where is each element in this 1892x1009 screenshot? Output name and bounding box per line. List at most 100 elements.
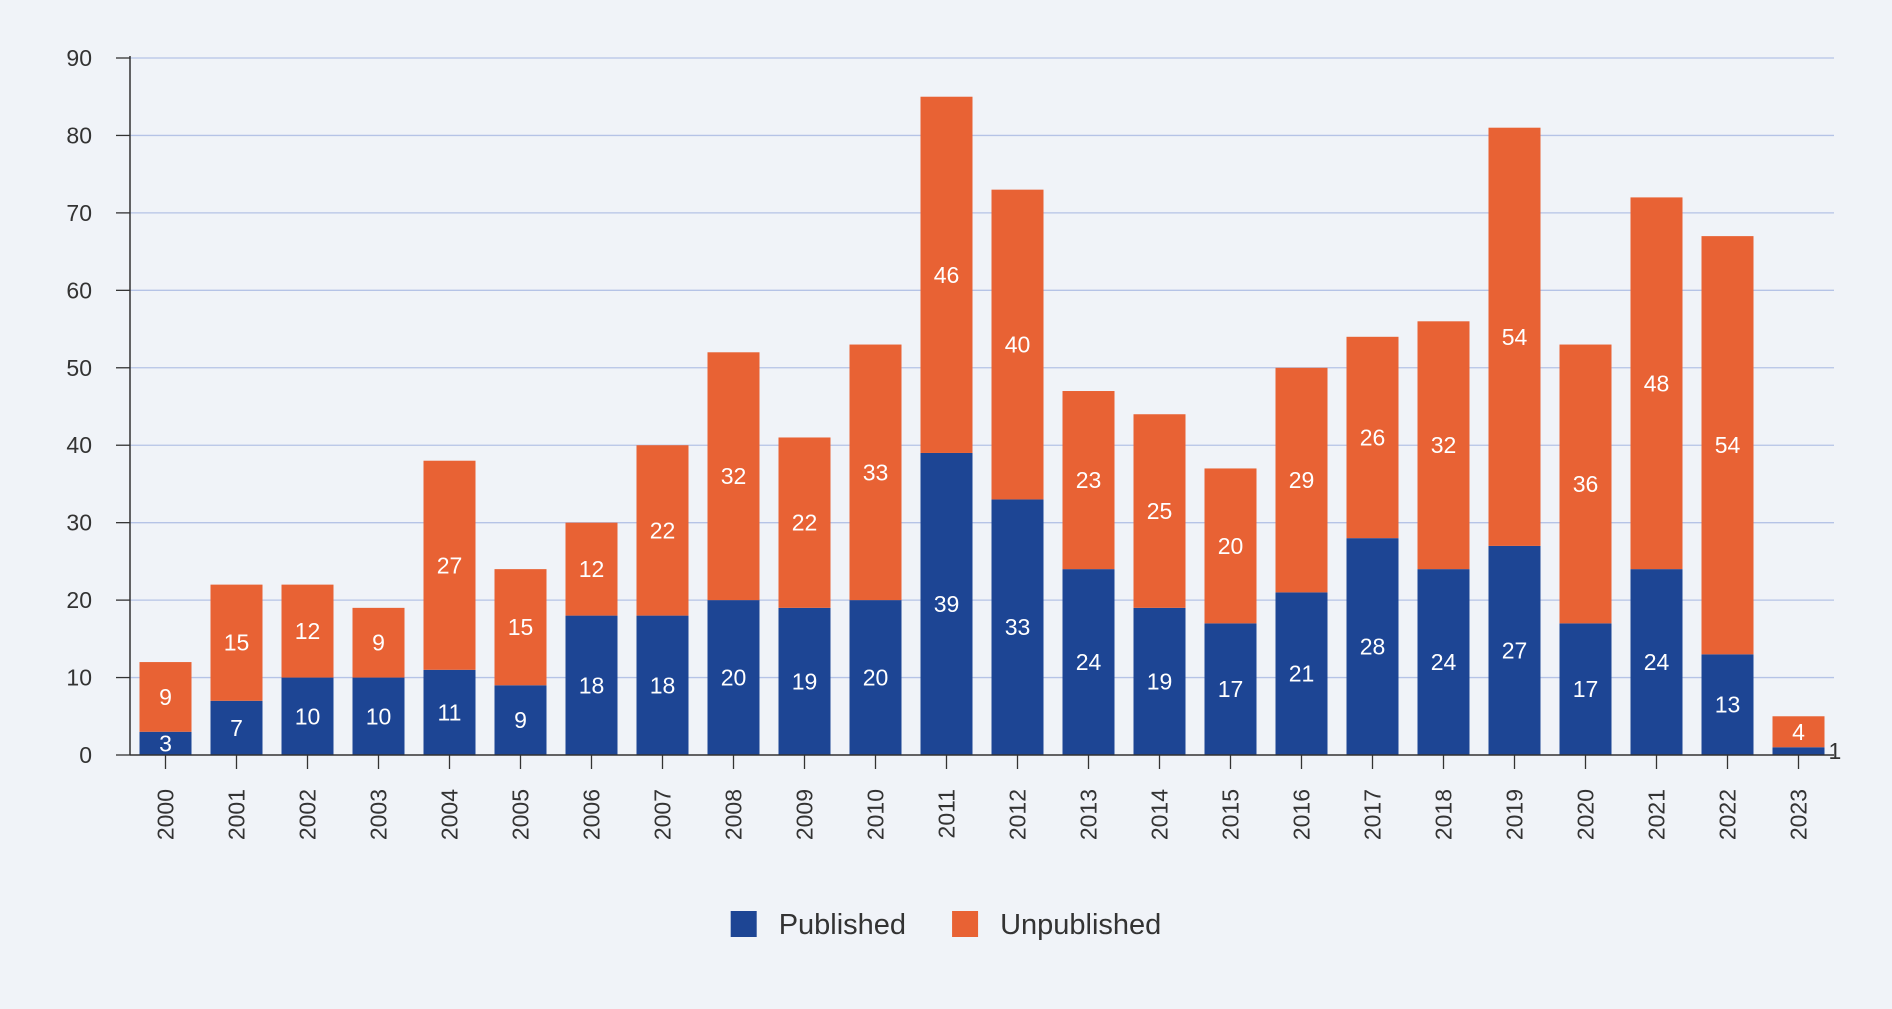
- y-tick-label: 40: [66, 432, 92, 458]
- bar-label-unpublished-2012: 40: [1005, 332, 1031, 358]
- bar-unpublished-2012: [991, 189, 1044, 500]
- bar-unpublished-2004: [423, 460, 476, 670]
- bar-label-published-2012: 33: [1005, 614, 1031, 640]
- bar-label-published-2023: 1: [1829, 738, 1842, 764]
- x-tick-label: 2019: [1502, 789, 1528, 840]
- bar-data-labels: 3971510121091127915181218222032192220333…: [159, 262, 1841, 764]
- bar-label-published-2010: 20: [863, 665, 889, 691]
- bar-published-2023: [1772, 747, 1825, 755]
- bar-published-2002: [281, 677, 334, 755]
- bar-label-published-2014: 19: [1147, 668, 1173, 694]
- bar-label-unpublished-2014: 25: [1147, 498, 1173, 524]
- bar-published-2018: [1417, 569, 1470, 755]
- bar-published-2004: [423, 669, 476, 755]
- x-tick-label: 2005: [508, 789, 534, 840]
- bar-published-2003: [352, 677, 405, 755]
- legend: Published Unpublished: [730, 909, 1161, 941]
- x-tick-label: 2001: [224, 789, 250, 840]
- bar-unpublished-2018: [1417, 321, 1470, 570]
- bar-unpublished-2021: [1630, 197, 1683, 570]
- legend-label-unpublished: Unpublished: [1000, 909, 1161, 941]
- bar-label-unpublished-2019: 54: [1502, 324, 1528, 350]
- x-tick-label: 2011: [934, 789, 960, 838]
- bar-label-unpublished-2017: 26: [1360, 424, 1386, 450]
- bar-published-2000: [139, 731, 192, 755]
- bar-published-2001: [210, 700, 263, 755]
- y-tick-label: 10: [66, 665, 92, 691]
- bar-label-published-2000: 3: [159, 730, 172, 756]
- bar-label-published-2019: 27: [1502, 637, 1528, 663]
- bar-label-published-2018: 24: [1431, 649, 1457, 675]
- bar-unpublished-2006: [565, 522, 618, 616]
- y-tick-label: 0: [79, 742, 92, 768]
- bar-label-published-2007: 18: [650, 672, 676, 698]
- bar-published-2007: [636, 615, 689, 755]
- x-tick-label: 2021: [1644, 789, 1670, 840]
- bar-label-published-2013: 24: [1076, 649, 1102, 675]
- x-tick-label: 2010: [863, 789, 889, 840]
- x-tick-label: 2000: [153, 789, 179, 840]
- y-tick-label: 70: [66, 200, 92, 226]
- bar-unpublished-2000: [139, 662, 192, 732]
- bar-label-unpublished-2002: 12: [295, 618, 321, 644]
- bar-label-published-2009: 19: [792, 668, 818, 694]
- bar-label-published-2002: 10: [295, 703, 321, 729]
- bar-label-published-2004: 11: [438, 699, 462, 725]
- bar-label-published-2021: 24: [1644, 649, 1670, 675]
- bar-unpublished-2008: [707, 352, 760, 601]
- bar-published-2009: [778, 607, 831, 755]
- bar-label-unpublished-2006: 12: [579, 556, 605, 582]
- bar-unpublished-2003: [352, 607, 405, 678]
- bar-label-unpublished-2015: 20: [1218, 533, 1244, 559]
- bar-label-unpublished-2018: 32: [1431, 432, 1457, 458]
- bar-unpublished-2007: [636, 445, 689, 616]
- bar-label-unpublished-2000: 9: [159, 684, 172, 710]
- bar-unpublished-2017: [1346, 336, 1399, 539]
- bar-label-published-2011: 39: [934, 591, 960, 617]
- bar-unpublished-2013: [1062, 391, 1115, 570]
- x-tick-label: 2015: [1218, 789, 1244, 840]
- bar-published-2014: [1133, 607, 1186, 755]
- x-tick-label: 2014: [1147, 789, 1173, 840]
- gridlines: [130, 57, 1834, 679]
- bar-label-unpublished-2022: 54: [1715, 432, 1741, 458]
- x-tick-label: 2012: [1005, 789, 1031, 840]
- bar-unpublished-2023: [1772, 716, 1825, 748]
- bar-label-published-2017: 28: [1360, 634, 1386, 660]
- x-tick-label: 2006: [579, 789, 605, 840]
- x-tick-label: 2017: [1360, 789, 1386, 840]
- bar-label-published-2022: 13: [1715, 692, 1741, 718]
- bar-label-unpublished-2016: 29: [1289, 467, 1315, 493]
- bar-unpublished-2019: [1488, 127, 1541, 546]
- bar-label-unpublished-2010: 33: [863, 459, 889, 485]
- bar-label-unpublished-2007: 22: [650, 517, 676, 543]
- x-tick-label: 2016: [1289, 789, 1315, 840]
- bar-label-published-2008: 20: [721, 665, 747, 691]
- bar-published-2006: [565, 615, 618, 755]
- x-tick-label: 2023: [1786, 789, 1812, 840]
- bar-unpublished-2020: [1559, 344, 1612, 624]
- bar-published-2019: [1488, 545, 1541, 755]
- bar-label-unpublished-2005: 15: [508, 614, 534, 640]
- bar-label-unpublished-2021: 48: [1644, 370, 1670, 396]
- bar-published-2017: [1346, 538, 1399, 755]
- bar-published-2022: [1701, 654, 1754, 755]
- bar-published-2015: [1204, 623, 1257, 755]
- bar-label-unpublished-2011: 46: [934, 262, 960, 288]
- bar-unpublished-2016: [1275, 367, 1328, 593]
- bar-label-published-2015: 17: [1218, 676, 1244, 702]
- bar-published-2005: [494, 685, 547, 755]
- bar-label-published-2006: 18: [579, 672, 605, 698]
- bar-label-published-2016: 21: [1289, 661, 1315, 687]
- bar-unpublished-2001: [210, 584, 263, 701]
- bar-label-published-2020: 17: [1573, 676, 1599, 702]
- bar-unpublished-2010: [849, 344, 902, 601]
- x-tick-label: 2022: [1715, 789, 1741, 840]
- x-tick-label: 2004: [437, 789, 463, 840]
- axes: [129, 56, 1834, 756]
- bar-label-unpublished-2003: 9: [372, 630, 385, 656]
- legend-label-published: Published: [779, 909, 906, 941]
- bar-unpublished-2005: [494, 569, 547, 686]
